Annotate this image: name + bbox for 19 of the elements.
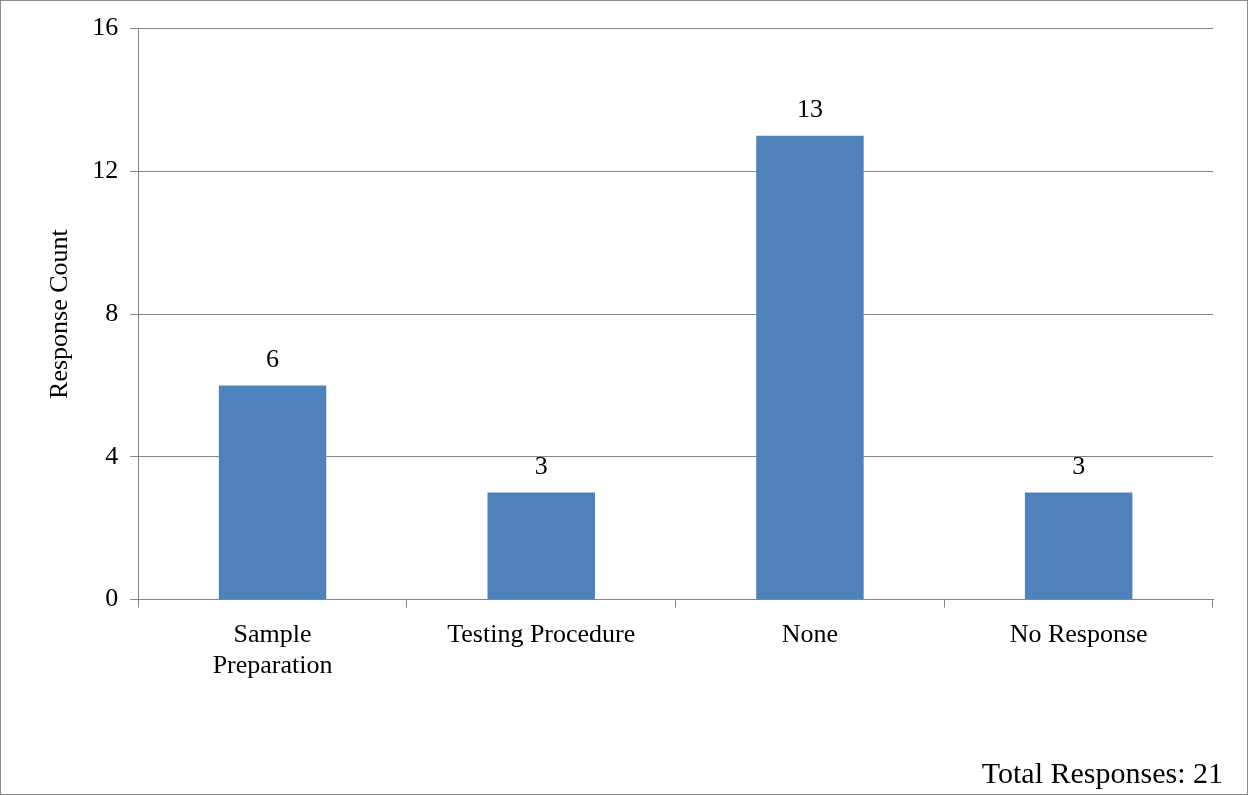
bar — [756, 135, 864, 600]
x-tick-label: Sample Preparation — [212, 619, 333, 680]
data-label: 6 — [266, 344, 280, 374]
data-label: 3 — [1072, 451, 1086, 481]
bar — [218, 385, 327, 600]
data-label: 3 — [534, 451, 548, 481]
y-tick-label: 16 — [92, 12, 119, 42]
y-tick-label: 4 — [105, 440, 119, 470]
data-label: 13 — [796, 94, 823, 124]
y-tick-label: 0 — [105, 583, 119, 613]
x-tick-label: Testing Procedure — [447, 619, 636, 649]
y-axis-title: Response Count — [44, 228, 74, 399]
bar — [1024, 492, 1133, 600]
text: Total Responses: 21 — [981, 756, 1223, 790]
bar — [487, 492, 595, 600]
y-tick-label: 12 — [92, 155, 119, 185]
y-tick-label: 8 — [105, 297, 119, 327]
x-tick-label: No Response — [1009, 619, 1148, 649]
x-tick-label: None — [781, 619, 839, 649]
